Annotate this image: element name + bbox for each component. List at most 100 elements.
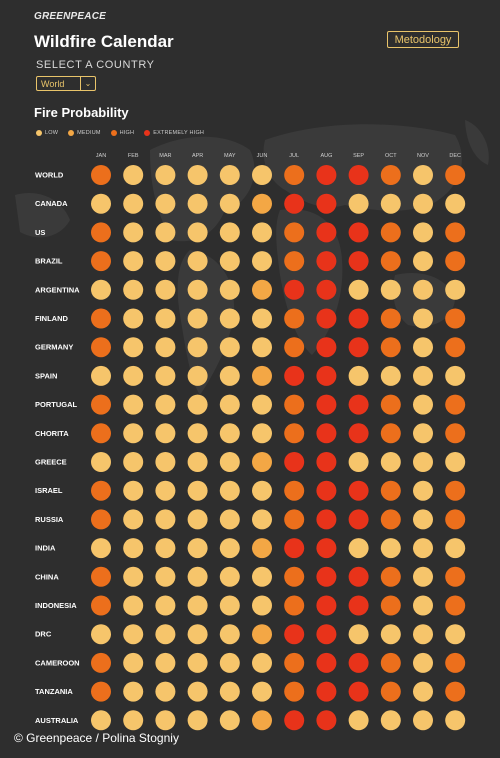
fire-dot-indonesia-feb [123, 595, 144, 616]
fire-dot-greece-apr [187, 452, 208, 472]
fire-dot-us-apr [187, 222, 208, 243]
fire-dot-china-apr [187, 566, 208, 587]
country-label-china: CHINA [35, 572, 59, 581]
fire-dot-greece-mar [155, 452, 176, 472]
fire-dot-canada-aug [316, 193, 337, 214]
fire-dot-argentina-feb [123, 279, 144, 300]
fire-dot-china-jun [252, 566, 272, 587]
fire-dot-cameroon-jun [252, 652, 272, 673]
country-label-finland: FINLAND [35, 314, 68, 323]
fire-dot-drc-may [219, 624, 240, 645]
fire-dot-tanzania-nov [413, 681, 433, 702]
month-label-aug: AUG [320, 153, 332, 159]
chart-legend: LOW MEDIUM HIGH EXTREMELY HIGH [36, 128, 214, 138]
country-label-greece: GREECE [35, 458, 67, 467]
fire-dot-canada-apr [187, 193, 208, 214]
page-title: Wildfire Calendar [34, 32, 174, 51]
country-select-value: World [41, 78, 65, 89]
country-label-australia: AUSTRALIA [35, 716, 79, 725]
chevron-down-icon: ⌄ [84, 79, 92, 88]
fire-dot-china-aug [316, 566, 337, 587]
fire-dot-russia-jan [91, 509, 111, 530]
fire-dot-spain-jun [252, 365, 272, 386]
fire-dot-world-mar [155, 165, 176, 185]
legend-dot-low [36, 130, 42, 136]
fire-dot-portugal-mar [155, 394, 176, 415]
fire-dot-india-oct [380, 538, 401, 559]
fire-dot-brazil-oct [380, 251, 401, 272]
fire-dot-india-may [219, 538, 240, 559]
fire-dot-australia-dec [445, 710, 466, 731]
methodology-button[interactable]: Metodology [387, 31, 459, 48]
fire-dot-chorita-jan [91, 423, 111, 444]
fire-dot-chorita-oct [380, 423, 401, 444]
country-select[interactable]: World ⌄ [36, 76, 96, 91]
fire-dot-canada-sep [348, 193, 369, 214]
fire-dot-indonesia-mar [155, 595, 176, 616]
fire-dot-australia-may [219, 710, 240, 731]
fire-dot-world-may [219, 165, 240, 185]
fire-dot-argentina-jun [252, 279, 272, 300]
fire-dot-china-oct [380, 566, 401, 587]
fire-dot-spain-may [219, 365, 240, 386]
fire-dot-finland-dec [445, 308, 466, 329]
month-label-dec: DEC [449, 153, 461, 159]
fire-dot-tanzania-jun [252, 681, 272, 702]
fire-dot-spain-dec [445, 365, 466, 386]
fire-dot-finland-feb [123, 308, 144, 329]
fire-dot-world-sep [348, 165, 369, 185]
fire-dot-cameroon-sep [348, 652, 369, 673]
fire-dot-russia-mar [155, 509, 176, 530]
fire-dot-china-jan [91, 566, 111, 587]
fire-dot-greece-dec [445, 452, 466, 472]
fire-dot-tanzania-oct [380, 681, 401, 702]
fire-dot-chorita-nov [413, 423, 433, 444]
fire-dot-world-oct [380, 165, 401, 185]
fire-dot-world-jun [252, 165, 272, 185]
fire-dot-drc-jun [252, 624, 272, 645]
legend-item-high: HIGH [110, 130, 135, 136]
fire-dot-us-oct [380, 222, 401, 243]
fire-dot-greece-jan [91, 452, 111, 472]
legend-label-high: HIGH [119, 130, 135, 136]
fire-dot-israel-oct [380, 480, 401, 501]
fire-dot-australia-oct [380, 710, 401, 731]
fire-dot-us-mar [155, 222, 176, 243]
fire-dot-russia-jul [284, 509, 305, 530]
fire-dot-chorita-may [219, 423, 240, 444]
fire-dot-portugal-nov [413, 394, 433, 415]
fire-dot-finland-aug [316, 308, 337, 329]
fire-dot-world-jan [91, 165, 111, 185]
fire-dot-australia-nov [413, 710, 433, 731]
fire-dot-russia-apr [187, 509, 208, 530]
fire-dot-brazil-mar [155, 251, 176, 272]
fire-dot-indonesia-nov [413, 595, 433, 616]
fire-dot-argentina-oct [380, 279, 401, 300]
fire-dot-chorita-jul [284, 423, 305, 444]
fire-dot-finland-jan [91, 308, 111, 329]
fire-dot-portugal-oct [380, 394, 401, 415]
fire-dot-russia-aug [316, 509, 337, 530]
fire-dot-indonesia-jun [252, 595, 272, 616]
country-label-world: WORLD [35, 171, 64, 180]
fire-dot-argentina-may [219, 279, 240, 300]
fire-dot-israel-feb [123, 480, 144, 501]
fire-dot-brazil-may [219, 251, 240, 272]
fire-dot-israel-jun [252, 480, 272, 501]
fire-dot-portugal-jan [91, 394, 111, 415]
fire-dot-chorita-apr [187, 423, 208, 444]
fire-dot-chorita-feb [123, 423, 144, 444]
fire-dot-russia-jun [252, 509, 272, 530]
fire-dot-israel-mar [155, 480, 176, 501]
fire-dot-germany-may [219, 337, 240, 358]
fire-dot-world-feb [123, 165, 144, 185]
fire-dot-world-apr [187, 165, 208, 185]
fire-dot-portugal-aug [316, 394, 337, 415]
fire-dot-germany-mar [155, 337, 176, 358]
fire-dot-india-feb [123, 538, 144, 559]
country-select-divider [80, 77, 81, 90]
fire-dot-greece-jul [284, 452, 305, 472]
fire-dot-brazil-sep [348, 251, 369, 272]
fire-dot-greece-aug [316, 452, 337, 472]
